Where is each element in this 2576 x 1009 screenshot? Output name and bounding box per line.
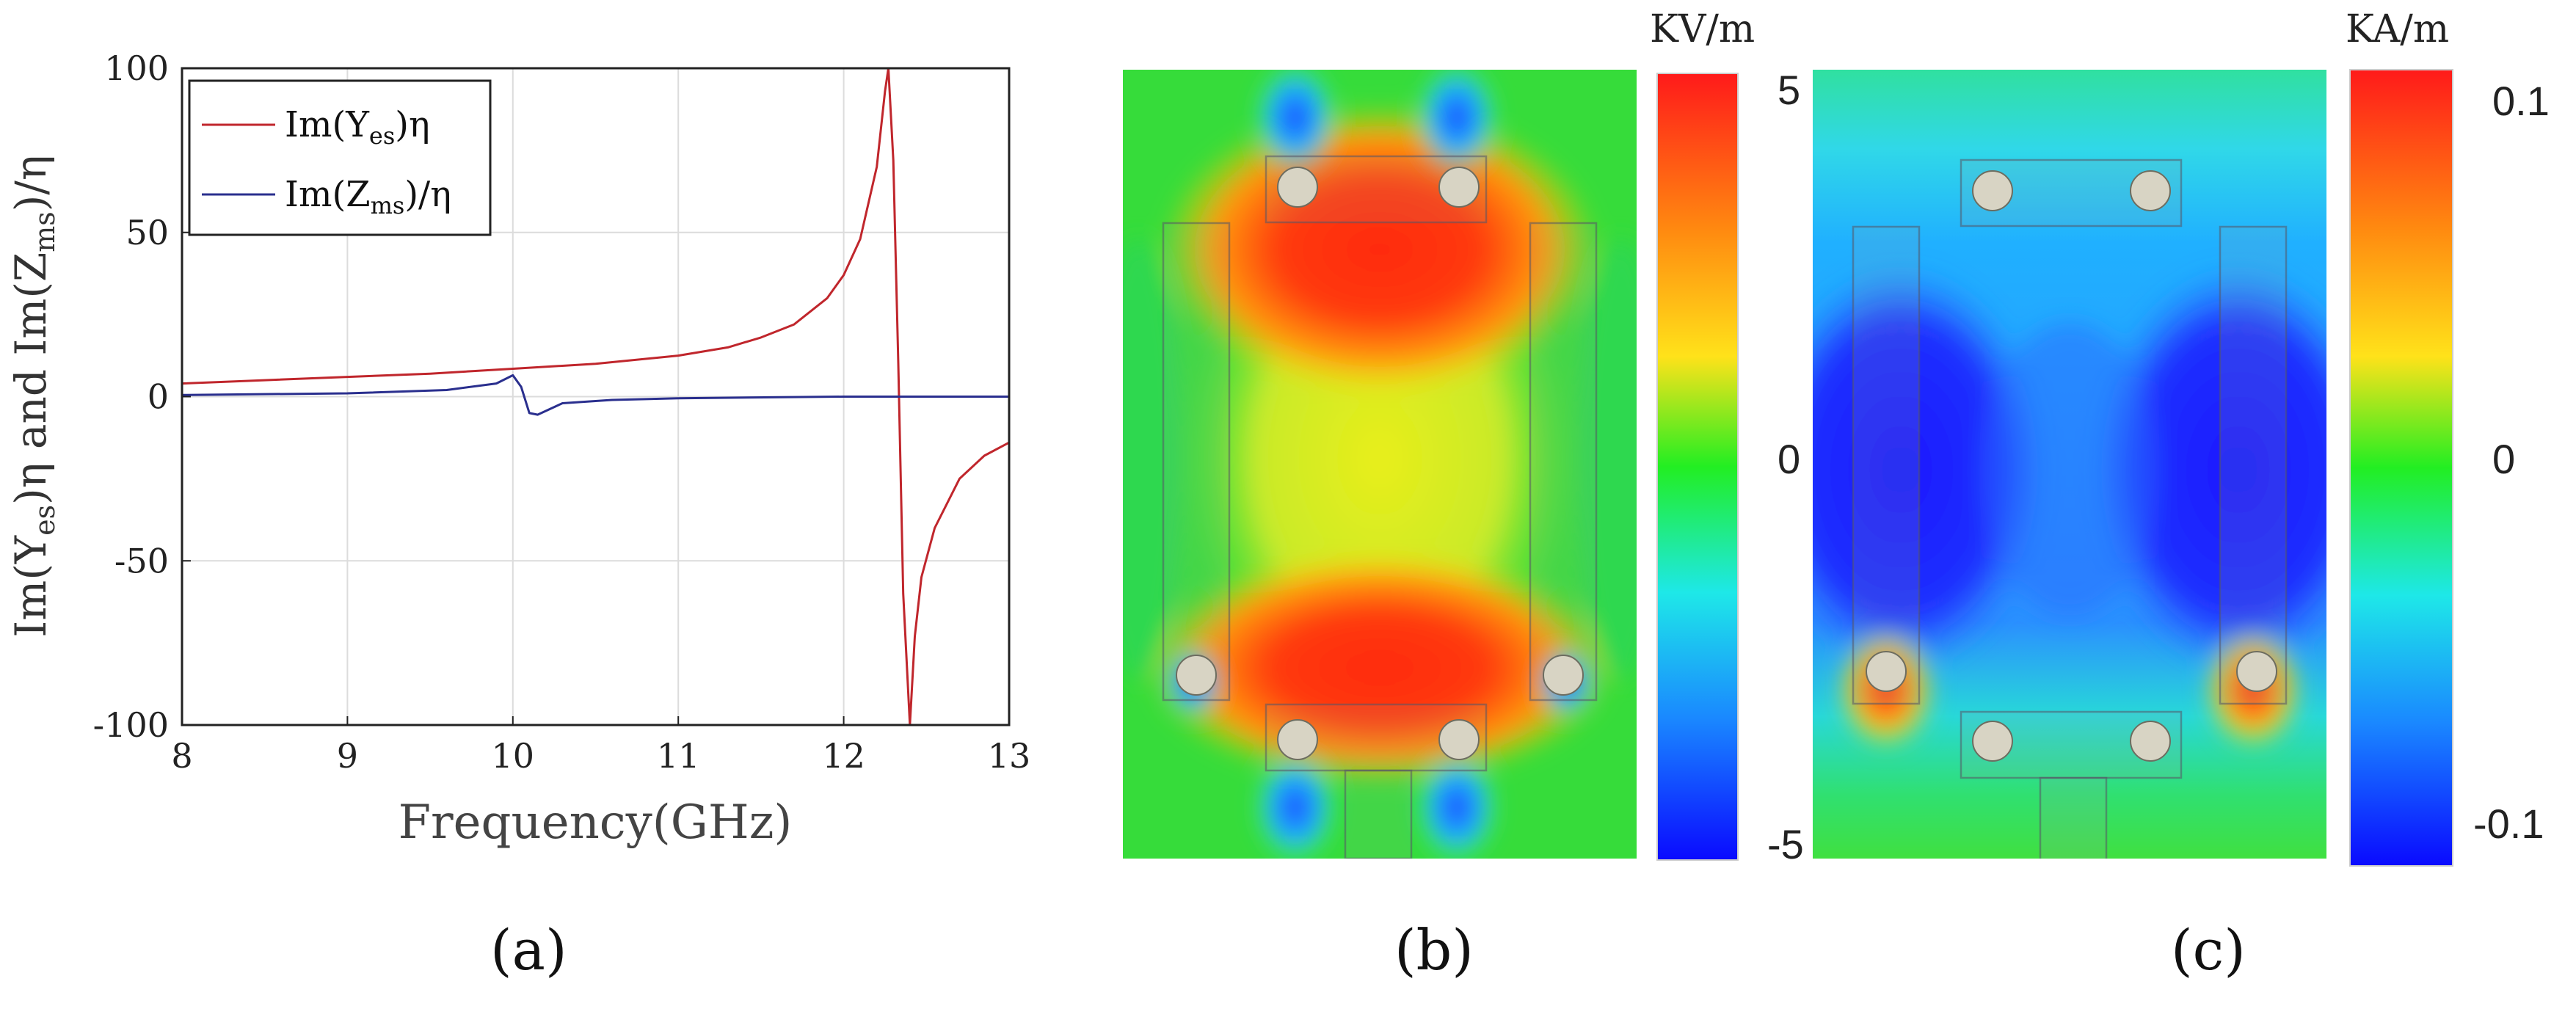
via	[1277, 167, 1318, 208]
y-axis-title: Im(Yes)η and Im(Zms)/η	[6, 155, 61, 637]
legend-label-zms: Im(Zms)/η	[285, 174, 451, 219]
strip-left	[1162, 222, 1231, 702]
x-tick-label: 12	[822, 736, 865, 776]
x-tick-label: 8	[171, 736, 192, 776]
panel-label-c: (c)	[2171, 917, 2246, 983]
x-tick-label: 11	[657, 736, 700, 776]
via	[2236, 651, 2277, 692]
colorbar-c-max: 0.1	[2492, 78, 2550, 124]
x-axis-title: Frequency(GHz)	[399, 795, 793, 850]
field-map-b	[1123, 70, 1637, 859]
feed-line	[1344, 769, 1413, 859]
y-tick-label: 0	[148, 377, 169, 417]
legend-label-yes: Im(Yes)η	[285, 104, 430, 150]
panel-label-a: (a)	[490, 917, 567, 983]
y-tick-label: 50	[125, 213, 169, 252]
strip-right	[2219, 225, 2288, 705]
via	[1543, 655, 1584, 696]
feed-line	[2039, 776, 2108, 859]
y-axis-title-c: )/η	[6, 155, 56, 211]
y-axis-title-a: Im(Y	[6, 535, 56, 638]
y-axis-title-a-sub: es	[29, 505, 61, 536]
field-map-c	[1813, 70, 2326, 859]
x-tick-label: 13	[988, 736, 1031, 776]
colorbar-b-mid: 0	[1778, 436, 1801, 482]
colorbar-b-bar	[1656, 73, 1739, 861]
chart-b	[1123, 70, 1739, 861]
legend-label-zms-pre: Im(Z	[285, 174, 371, 215]
ticks: 8 9 10 11 12 13 100 50 0 -50 -100	[93, 48, 1031, 776]
legend-label-yes-sub: es	[369, 122, 395, 150]
legend-box	[188, 79, 492, 236]
colorbar-c-min: -0.1	[2473, 801, 2544, 847]
x-tick-label: 10	[492, 736, 535, 776]
colorbar-c-bar	[2349, 69, 2453, 867]
colorbar-b-max: 5	[1778, 67, 1801, 113]
colorbar-b-unit: KV/m	[1650, 7, 1755, 51]
via	[1866, 651, 1907, 692]
via	[1438, 167, 1480, 208]
via	[1438, 719, 1480, 760]
colorbar-c	[2349, 69, 2453, 867]
series-line-yes	[182, 68, 1009, 725]
legend-label-yes-post: )η	[395, 104, 429, 145]
legend-label-zms-post: )/η	[404, 174, 451, 215]
legend-label-zms-sub: ms	[371, 192, 405, 219]
chart-c	[1813, 69, 2453, 867]
x-tick-label: 9	[337, 736, 358, 776]
via	[1972, 170, 2013, 211]
strip-left	[1852, 225, 1921, 705]
via	[1176, 655, 1217, 696]
via	[1972, 721, 2013, 762]
legend-label-yes-pre: Im(Y	[285, 104, 370, 145]
via	[2130, 721, 2171, 762]
legend: Im(Yes)η Im(Zms)/η	[188, 79, 492, 236]
colorbar-c-mid: 0	[2492, 436, 2516, 482]
y-tick-label: -100	[93, 705, 169, 745]
y-axis-title-b-sub: ms	[29, 211, 61, 252]
via	[2130, 170, 2171, 211]
series-lines	[182, 68, 1009, 725]
via	[1277, 719, 1318, 760]
strip-right	[1529, 222, 1598, 702]
y-tick-label: 100	[104, 48, 169, 88]
y-axis-title-b: )η and Im(Z	[6, 252, 56, 505]
y-tick-label: -50	[114, 541, 169, 580]
panel-label-b: (b)	[1394, 917, 1474, 983]
colorbar-c-unit: KA/m	[2346, 7, 2450, 51]
series-line-zms	[182, 374, 1009, 416]
colorbar-b-min: -5	[1767, 821, 1804, 867]
colorbar-b	[1656, 73, 1739, 861]
